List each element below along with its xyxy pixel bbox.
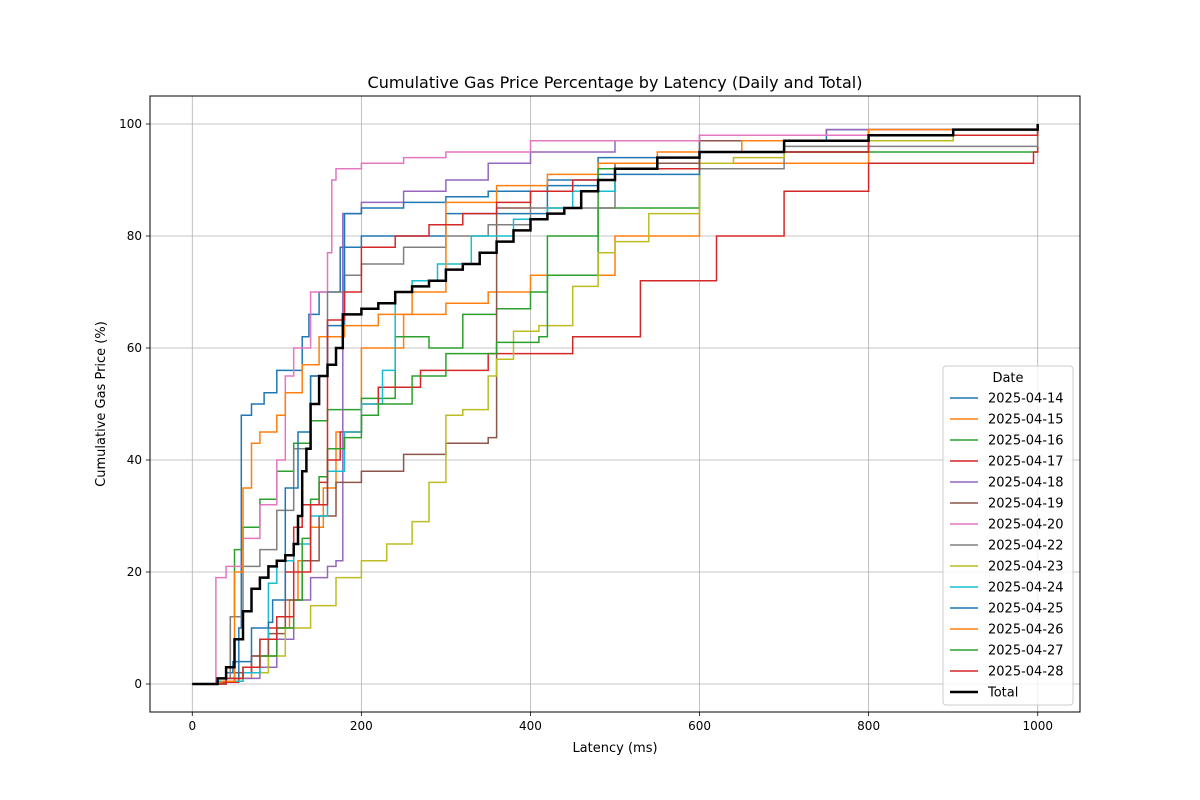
y-tick-label: 20	[127, 565, 142, 579]
legend-label-2025-04-24: 2025-04-24	[988, 581, 1064, 596]
legend-label-2025-04-15: 2025-04-15	[988, 413, 1064, 428]
legend: Date 2025-04-14 2025-04-15 2025-04-16 2025-…	[942, 365, 1074, 706]
series-line-2025-04-27	[192, 124, 1039, 685]
legend-label-2025-04-22: 2025-04-22	[988, 539, 1064, 554]
y-tick-label: 0	[134, 677, 142, 691]
series-lines	[192, 124, 1039, 686]
y-axis-label: Cumulative Gas Price (%)	[94, 321, 109, 487]
x-tick-label: 200	[350, 719, 373, 733]
x-tick-label: 600	[688, 719, 711, 733]
x-tick-label: 0	[188, 719, 196, 733]
legend-label-2025-04-27: 2025-04-27	[988, 644, 1064, 659]
legend-label-2025-04-14: 2025-04-14	[988, 392, 1064, 407]
y-tick-label: 40	[127, 453, 142, 467]
legend-label-2025-04-26: 2025-04-26	[988, 623, 1064, 638]
legend-label-2025-04-18: 2025-04-18	[988, 476, 1064, 491]
x-tick-label: 1000	[1022, 719, 1053, 733]
legend-label-2025-04-17: 2025-04-17	[988, 455, 1064, 470]
x-axis-label: Latency (ms)	[572, 741, 657, 756]
legend-label-total: Total	[987, 686, 1018, 701]
legend-title: Date	[992, 371, 1023, 386]
x-tick-label: 400	[519, 719, 542, 733]
legend-label-2025-04-16: 2025-04-16	[988, 434, 1064, 449]
legend-label-2025-04-28: 2025-04-28	[988, 665, 1064, 680]
legend-label-2025-04-19: 2025-04-19	[988, 497, 1064, 512]
x-tick-label: 800	[857, 719, 880, 733]
plot-frame	[149, 95, 1081, 713]
axis-ticks: 0 200 400 600 800 1000 0 20 40 60 80 100	[119, 117, 1053, 733]
y-tick-label: 80	[127, 229, 142, 243]
legend-box	[942, 365, 1074, 706]
series-line-2025-04-24	[192, 124, 1039, 685]
y-tick-label: 100	[119, 117, 142, 131]
legend-label-2025-04-23: 2025-04-23	[988, 560, 1064, 575]
y-tick-label: 60	[127, 341, 142, 355]
legend-label-2025-04-20: 2025-04-20	[988, 518, 1064, 533]
legend-label-2025-04-25: 2025-04-25	[988, 602, 1064, 617]
chart-title: Cumulative Gas Price Percentage by Laten…	[368, 73, 863, 92]
series-line-total	[192, 124, 1039, 686]
